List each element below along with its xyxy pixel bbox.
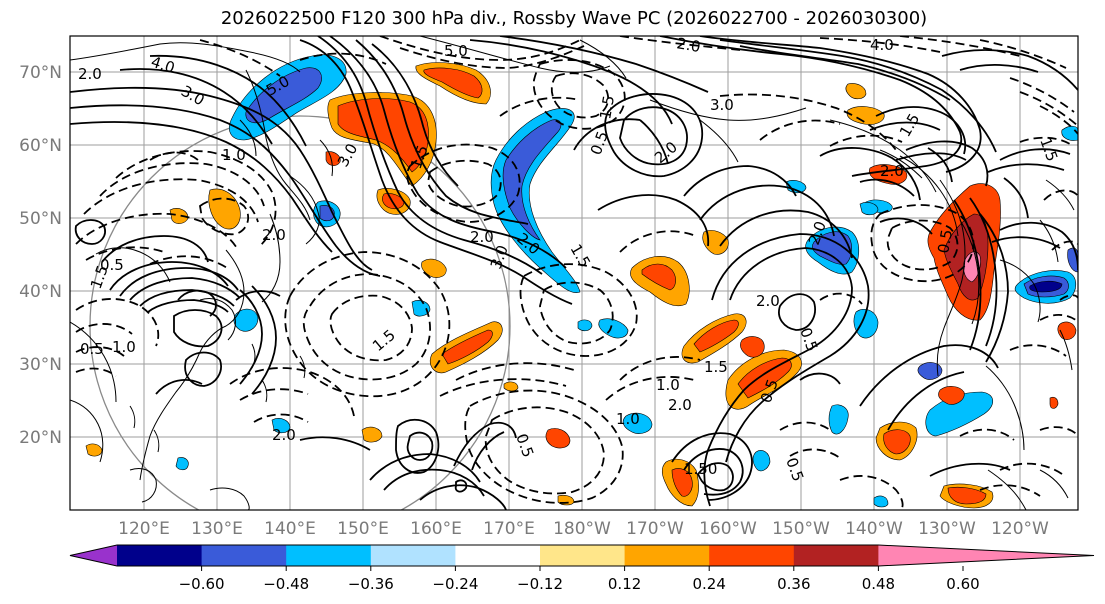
contour-label: 2.0 [675, 34, 702, 56]
coastlines [70, 36, 1075, 510]
longitude-label: 150°E [337, 519, 389, 539]
colorbar-segment [878, 545, 1094, 566]
longitude-label: 160°W [699, 519, 757, 539]
longitude-label: 120°E [118, 519, 170, 539]
latitude-labels: 70°N 60°N 50°N 40°N 30°N 20°N [19, 63, 62, 448]
colorbar-segment [201, 545, 287, 566]
longitude-label: 120°W [991, 519, 1049, 539]
latitude-label: 50°N [19, 209, 62, 229]
colorbar-segment [709, 545, 795, 566]
contour-label: 2.0 [272, 426, 296, 444]
longitude-labels: 120°E 130°E 140°E 150°E 160°E 170°E 180°… [118, 519, 1049, 539]
contour-label: 0.5 [80, 340, 104, 358]
divergence-shading [85, 54, 1078, 509]
longitude-label: 130°E [191, 519, 243, 539]
contour-label: 0.5 [100, 256, 124, 274]
contour-label: 1.0 [616, 410, 640, 428]
contour-label: 4.0 [870, 36, 894, 54]
map-frame [69, 35, 1079, 511]
colorbar [69, 544, 1095, 567]
contour-label: 2.0 [78, 65, 102, 83]
colorbar-tick-label: −0.12 [517, 575, 563, 593]
longitude-label: 180°W [553, 519, 611, 539]
longitude-label: 140°W [845, 519, 903, 539]
map-title: 2026022500 F120 300 hPa div., Rossby Wav… [220, 8, 928, 29]
latitude-label: 30°N [19, 355, 62, 375]
contour-label: 3.0 [710, 96, 734, 114]
colorbar-tick-label: 0.12 [608, 575, 641, 593]
latitude-label: 40°N [19, 282, 62, 302]
contour-label: 1.50 [684, 460, 717, 478]
contour-label: 1.0 [222, 146, 246, 164]
longitude-label: 160°E [410, 519, 462, 539]
contour-label: 2.0 [668, 396, 692, 414]
colorbar-segment [540, 545, 626, 566]
colorbar-ticks: −0.60 −0.48 −0.36 −0.24 −0.12 0.12 0.24 0.36 0.4… [179, 566, 980, 593]
contour-label: 1.0 [656, 376, 680, 394]
colorbar-tick-label: −0.24 [432, 575, 478, 593]
latitude-label: 20°N [19, 428, 62, 448]
contour-label: 2.0 [880, 162, 904, 180]
colorbar-tick-label: −0.36 [348, 575, 394, 593]
longitude-label: 150°W [772, 519, 830, 539]
colorbar-tick-label: 0.48 [862, 575, 895, 593]
contour-label: 2.0 [470, 228, 494, 246]
contour-label: 2.0 [262, 226, 286, 244]
colorbar-segment [70, 545, 117, 566]
contour-label: 5.0 [444, 42, 468, 60]
longitude-label: 170°E [483, 519, 535, 539]
longitude-label: 140°E [264, 519, 316, 539]
colorbar-segment [793, 545, 879, 566]
map-background [70, 36, 1078, 510]
contour-label: 2.0 [756, 292, 780, 310]
contour-label: 1.5 [704, 358, 728, 376]
colorbar-segment [624, 545, 710, 566]
dashed-contours [75, 36, 1078, 510]
longitude-label: 130°W [918, 519, 976, 539]
colorbar-tick-label: −0.48 [263, 575, 309, 593]
contour-label: 0.5 [934, 228, 956, 255]
contour-label: 1.0 [112, 338, 136, 356]
contour-labels: 2.0 4.0 3.0 5.0 3.0 1.0 2.0 0.5 1.5 1.5 … [78, 34, 1061, 484]
colorbar-tick-label: 0.60 [946, 575, 979, 593]
colorbar-segment [370, 545, 456, 566]
colorbar-segment [455, 545, 541, 566]
contour-label: 1.5 [596, 94, 618, 121]
colorbar-segment [117, 545, 203, 566]
latitude-label: 60°N [19, 136, 62, 156]
colorbar-outline [69, 544, 1095, 567]
longitude-label: 170°W [626, 519, 684, 539]
latitude-label: 70°N [19, 63, 62, 83]
colorbar-segment [286, 545, 372, 566]
colorbar-tick-label: 0.36 [777, 575, 810, 593]
colorbar-tick-label: −0.60 [179, 575, 225, 593]
colorbar-tick-label: 0.24 [692, 575, 725, 593]
